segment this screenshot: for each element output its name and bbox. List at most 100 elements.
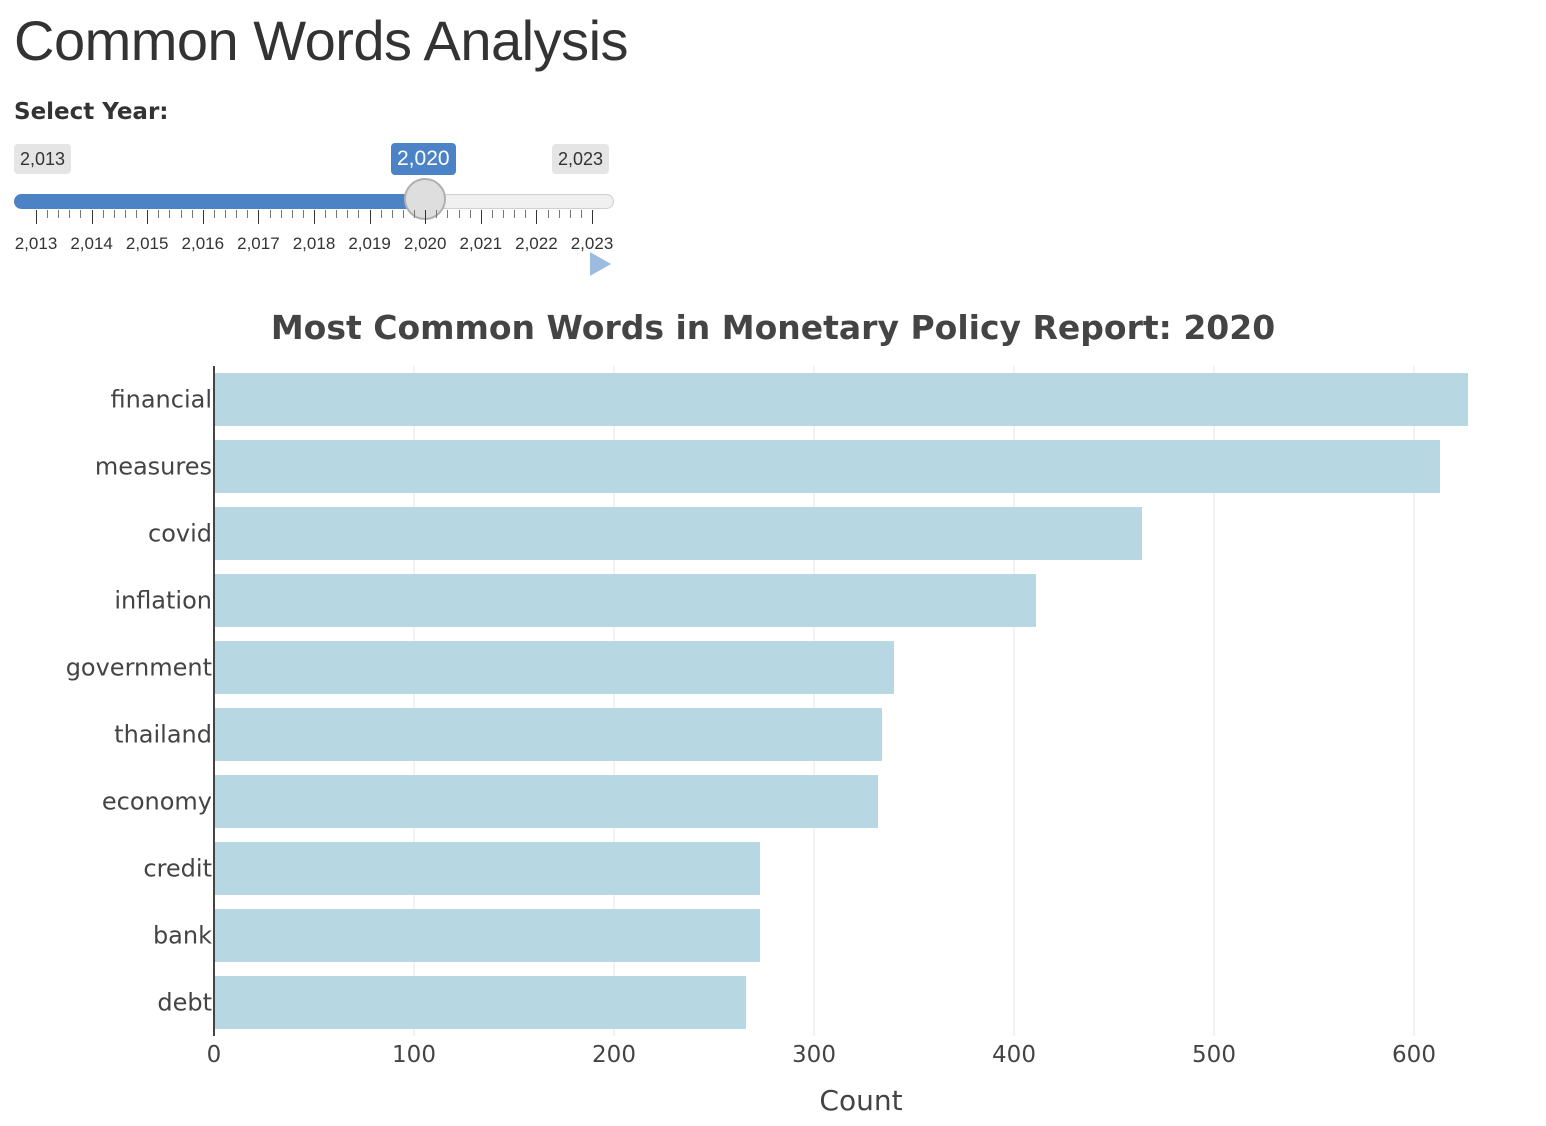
slider-minor-tick xyxy=(325,210,327,218)
bar xyxy=(214,373,1468,426)
slider-minor-tick xyxy=(80,210,82,218)
bar xyxy=(214,909,760,962)
slider-minor-tick xyxy=(247,210,249,218)
year-slider[interactable]: 2,013 2,020 2,023 2,013 2,014 2,015 2,016 2,… xyxy=(0,140,640,280)
slider-tick-label: 2,014 xyxy=(70,234,113,253)
x-tick-label: 300 xyxy=(792,1042,836,1068)
slider-track-fill xyxy=(14,194,426,209)
x-axis-title: Count xyxy=(819,1084,902,1117)
slider-minor-tick xyxy=(514,210,516,218)
bar xyxy=(214,440,1440,493)
slider-minor-tick xyxy=(336,210,338,218)
y-tick-label: government xyxy=(66,654,212,682)
slider-minor-tick xyxy=(158,210,160,218)
slider-minor-tick xyxy=(491,210,493,218)
slider-major-tick xyxy=(369,210,371,224)
slider-major-tick xyxy=(147,210,149,224)
x-tick-label: 400 xyxy=(992,1042,1036,1068)
slider-minor-tick xyxy=(547,210,549,218)
chart-title: Most Common Words in Monetary Policy Rep… xyxy=(270,308,1276,347)
slider-minor-tick xyxy=(447,210,449,218)
slider-minor-tick xyxy=(558,210,560,218)
bar xyxy=(214,641,894,694)
slider-tick-label: 2,017 xyxy=(237,234,280,253)
slider-minor-tick xyxy=(525,210,527,218)
slider-tick-label: 2,013 xyxy=(14,234,58,253)
y-tick-label: thailand xyxy=(114,721,212,749)
y-tick-label: covid xyxy=(148,520,212,548)
slider-minor-tick xyxy=(102,210,104,218)
slider-minor-tick xyxy=(58,210,60,218)
bar xyxy=(214,708,882,761)
slider-tick-label: 2,021 xyxy=(459,234,503,253)
slider-minor-tick xyxy=(180,210,182,218)
bar xyxy=(214,507,1142,560)
slider-minor-tick xyxy=(469,210,471,218)
slider-minor-tick xyxy=(213,210,215,218)
y-tick-label: measures xyxy=(95,453,212,481)
slider-minor-tick xyxy=(169,210,171,218)
slider-tick-label: 2,015 xyxy=(125,234,169,253)
slider-minor-tick xyxy=(580,210,582,218)
slider-major-tick xyxy=(592,210,593,224)
y-tick-label: inflation xyxy=(114,587,212,615)
slider-minor-tick xyxy=(414,210,416,218)
slider-minor-tick xyxy=(124,210,126,218)
slider-value-badge: 2,020 xyxy=(391,143,456,175)
slider-min-badge: 2,013 xyxy=(14,144,72,174)
slider-major-tick xyxy=(425,210,427,224)
slider-minor-tick xyxy=(358,210,360,218)
slider-minor-tick xyxy=(347,210,349,218)
slider-tick-label: 2,019 xyxy=(348,234,391,253)
slider-tick-label: 2,023 xyxy=(570,234,614,253)
slider-major-tick xyxy=(91,210,93,224)
slider-minor-tick xyxy=(402,210,404,218)
bar xyxy=(214,976,746,1029)
bar xyxy=(214,775,878,828)
slider-major-tick xyxy=(536,210,538,224)
slider-major-tick xyxy=(202,210,204,224)
slider-minor-tick xyxy=(136,210,138,218)
slider-tick-label: 2,018 xyxy=(292,234,336,253)
y-tick-label: financial xyxy=(111,386,212,414)
slider-minor-tick xyxy=(269,210,271,218)
y-tick-label: economy xyxy=(102,788,212,816)
slider-minor-tick xyxy=(302,210,304,218)
slider-minor-tick xyxy=(69,210,71,218)
slider-ticks xyxy=(0,210,640,230)
slider-minor-tick xyxy=(113,210,115,218)
x-tick-label: 0 xyxy=(207,1042,222,1068)
bar xyxy=(214,574,1036,627)
slider-major-tick xyxy=(314,210,315,224)
slider-minor-tick xyxy=(191,210,193,218)
y-tick-label: debt xyxy=(157,989,212,1017)
slider-minor-tick xyxy=(47,210,49,218)
page-title: Common Words Analysis xyxy=(14,9,629,72)
slider-minor-tick xyxy=(436,210,438,218)
slider-minor-tick xyxy=(280,210,282,218)
slider-minor-tick xyxy=(380,210,382,218)
x-tick-label: 600 xyxy=(1392,1042,1436,1068)
slider-minor-tick xyxy=(458,210,460,218)
y-tick-label: credit xyxy=(143,855,212,883)
slider-minor-tick xyxy=(225,210,227,218)
slider-minor-tick xyxy=(391,210,393,218)
slider-minor-tick xyxy=(569,210,571,218)
x-tick-label: 200 xyxy=(592,1042,636,1068)
slider-major-tick xyxy=(36,210,37,224)
bar xyxy=(214,842,760,895)
slider-major-tick xyxy=(258,210,260,224)
x-tick-label: 500 xyxy=(1192,1042,1236,1068)
slider-minor-tick xyxy=(236,210,238,218)
slider-minor-tick xyxy=(503,210,505,218)
x-tick-label: 100 xyxy=(392,1042,436,1068)
slider-tick-label: 2,016 xyxy=(181,234,225,253)
year-select-label: Select Year: xyxy=(14,99,169,125)
slider-minor-tick xyxy=(291,210,293,218)
slider-tick-label: 2,020 xyxy=(403,234,447,253)
slider-max-badge: 2,023 xyxy=(552,144,610,174)
slider-major-tick xyxy=(480,210,482,224)
y-tick-label: bank xyxy=(153,922,212,950)
play-icon[interactable] xyxy=(590,252,611,276)
